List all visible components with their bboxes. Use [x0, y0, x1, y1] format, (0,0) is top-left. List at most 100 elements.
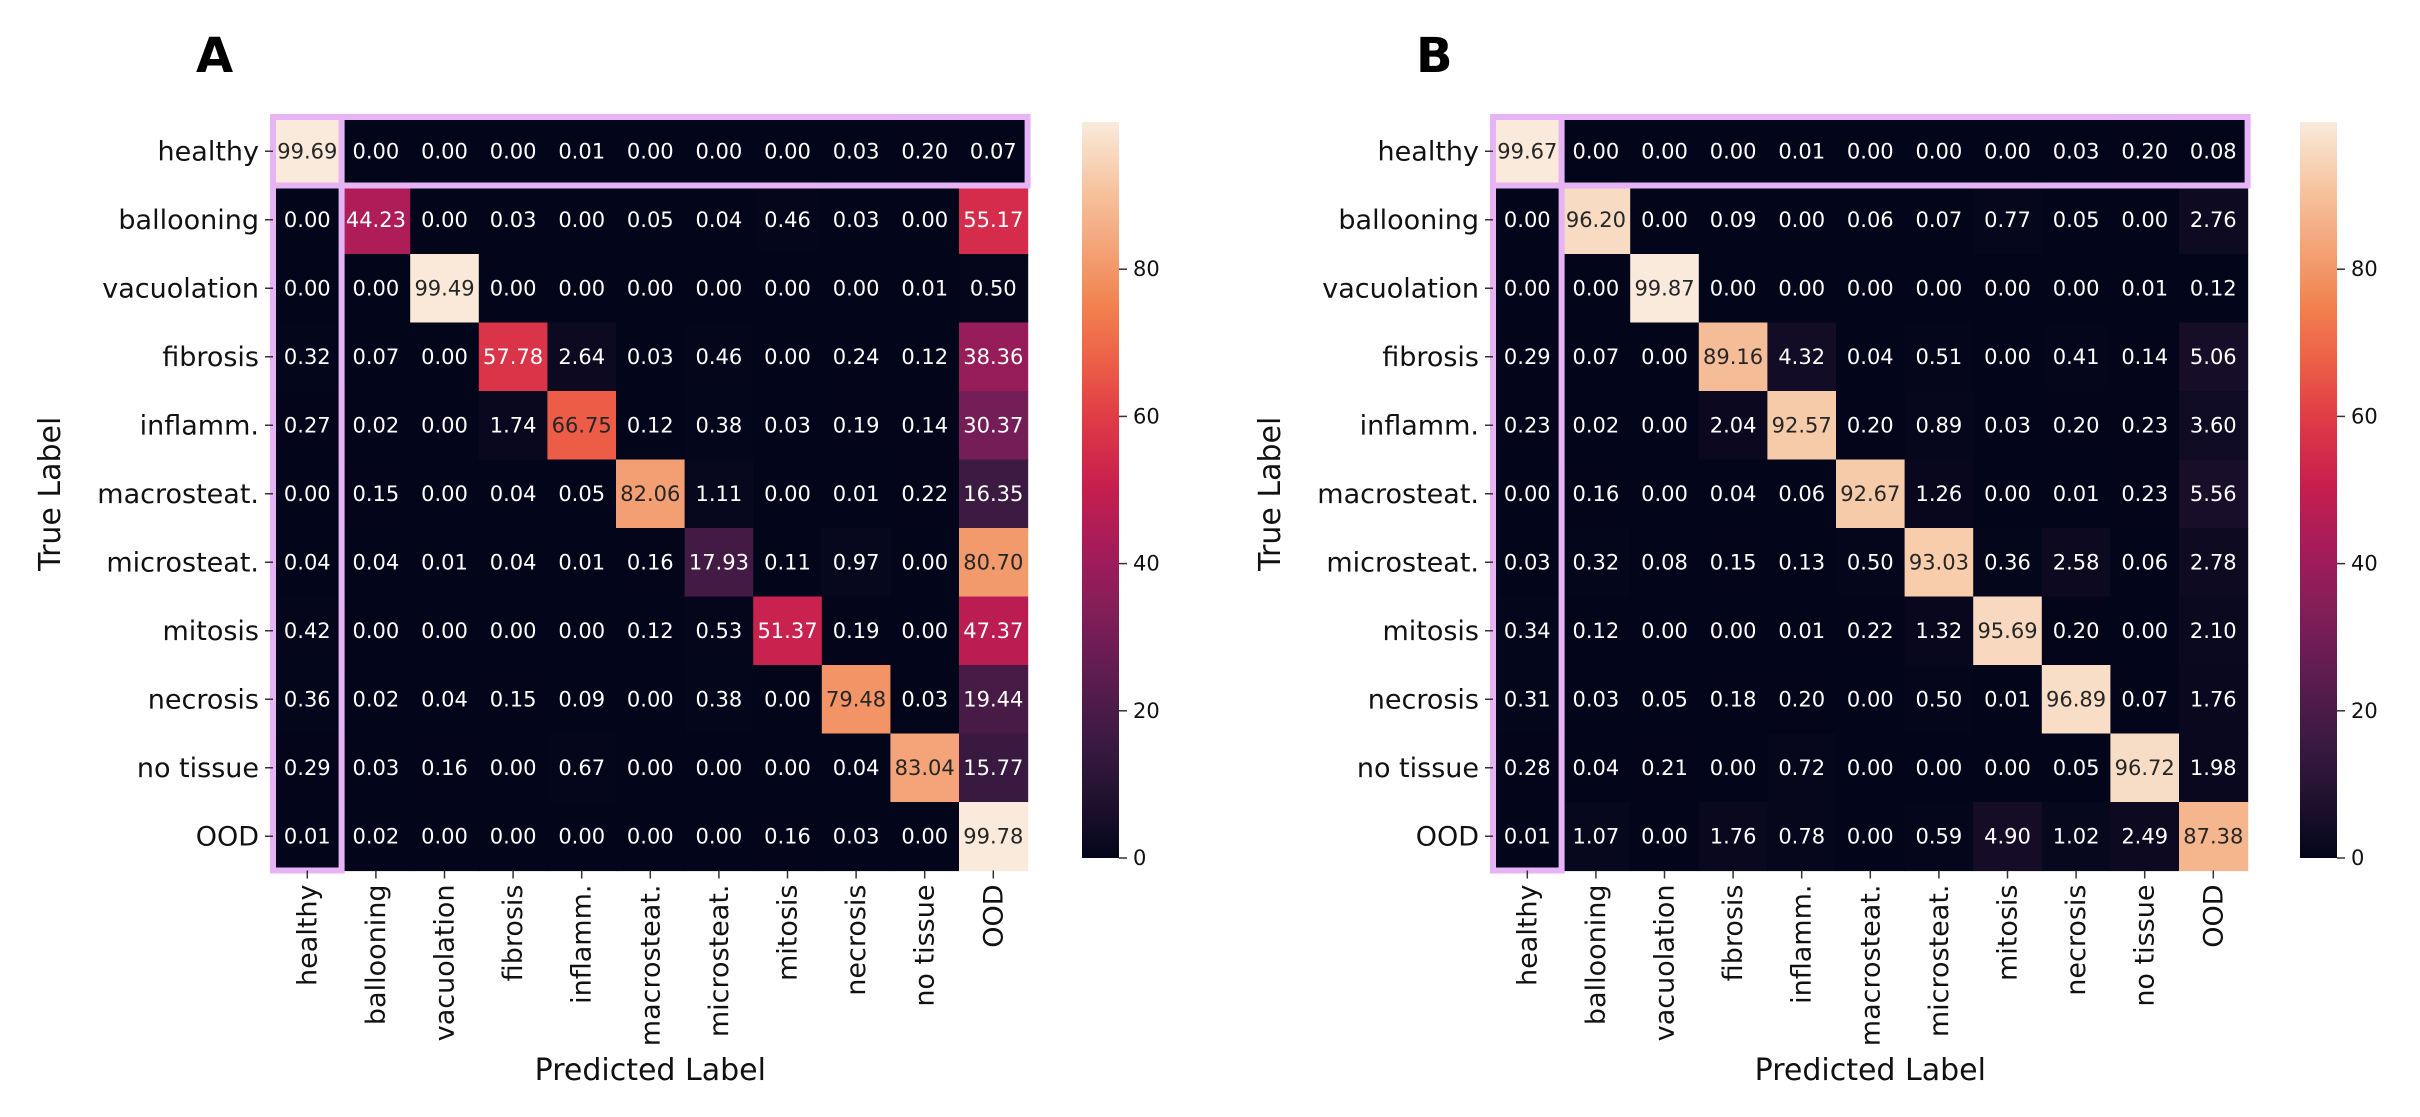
heatmap-cell — [1973, 117, 2043, 187]
cell-value: 0.22 — [1847, 619, 1894, 643]
heatmap-cell — [1630, 322, 1700, 392]
cell-value: 0.15 — [353, 482, 400, 506]
cell-value: 0.14 — [2121, 345, 2168, 369]
heatmap-cell — [410, 528, 480, 598]
heatmap-cell — [1836, 391, 1906, 461]
x-tick-label: mitosis — [773, 885, 804, 982]
panel-label: A — [196, 28, 233, 84]
cell-value: 1.32 — [1916, 619, 1963, 643]
cell-value: 0.00 — [353, 139, 400, 163]
heatmap-cell — [547, 322, 617, 392]
cell-value: 0.02 — [353, 687, 400, 711]
heatmap-cell — [2179, 254, 2249, 324]
cell-value: 0.04 — [696, 208, 743, 232]
heatmap-cell — [410, 665, 480, 735]
heatmap-cell — [684, 117, 754, 187]
heatmap-cell — [1630, 665, 1700, 735]
heatmap-cell — [616, 528, 686, 598]
cell-value: 0.00 — [627, 756, 674, 780]
heatmap-cell — [1904, 391, 1974, 461]
heatmap-cell — [1904, 528, 1974, 598]
heatmap-cell — [616, 254, 686, 324]
heatmap-cell — [1836, 596, 1906, 666]
cell-value: 0.00 — [353, 276, 400, 300]
heatmap-cell — [1904, 185, 1974, 255]
colorbar — [2300, 122, 2337, 858]
heatmap-cell — [1767, 596, 1837, 666]
heatmap-cell — [821, 185, 891, 255]
heatmap-cell — [1630, 802, 1700, 872]
heatmap-cell — [821, 802, 891, 872]
cell-value: 0.00 — [421, 824, 468, 848]
cell-value: 0.29 — [284, 756, 331, 780]
x-tick-label: microsteat. — [704, 885, 735, 1038]
heatmap-cell — [1698, 459, 1768, 529]
heatmap-cell — [410, 802, 480, 872]
cell-value: 0.00 — [558, 276, 605, 300]
cell-value: 0.23 — [2121, 413, 2168, 437]
x-tick-label: necrosis — [841, 885, 872, 996]
colorbar-tick-label: 20 — [2351, 699, 2378, 723]
heatmap-cell — [1973, 802, 2043, 872]
heatmap-cell — [2041, 254, 2111, 324]
heatmap-cell — [410, 117, 480, 187]
heatmap-cell — [684, 528, 754, 598]
x-axis-label: Predicted Label — [535, 1053, 766, 1088]
cell-value: 0.00 — [1710, 619, 1757, 643]
colorbar-tick-label: 60 — [1133, 404, 1160, 428]
heatmap-cell — [1904, 596, 1974, 666]
cell-value: 0.00 — [1641, 208, 1688, 232]
heatmap-cell — [1493, 322, 1563, 392]
panel-label: B — [1416, 28, 1453, 84]
heatmap-cell — [1698, 596, 1768, 666]
cell-value: 38.36 — [963, 345, 1023, 369]
colorbar-tick-label: 0 — [1133, 846, 1146, 870]
cell-value: 2.76 — [2190, 208, 2237, 232]
cell-value: 0.03 — [764, 413, 811, 437]
heatmap-cell — [1561, 185, 1631, 255]
cell-value: 0.72 — [1778, 756, 1825, 780]
cell-value: 0.67 — [558, 756, 605, 780]
cell-value: 0.06 — [1778, 482, 1825, 506]
heatmap-cell — [959, 254, 1029, 324]
heatmap-cell — [616, 185, 686, 255]
heatmap-cell — [616, 802, 686, 872]
cell-value: 0.00 — [764, 139, 811, 163]
x-tick-label: microsteat. — [1924, 884, 1955, 1037]
heatmap-cell — [1561, 254, 1631, 324]
cell-value: 5.56 — [2190, 482, 2237, 506]
cell-value: 0.00 — [1710, 139, 1757, 163]
heatmap-cell — [547, 733, 617, 803]
heatmap-cell — [478, 254, 548, 324]
heatmap-cell — [273, 185, 343, 255]
colorbar-tick-label: 20 — [1133, 699, 1160, 723]
cell-value: 0.00 — [1984, 482, 2031, 506]
heatmap-cell — [616, 665, 686, 735]
cell-value: 0.00 — [490, 139, 537, 163]
y-tick-label: ballooning — [1338, 205, 1479, 236]
x-tick-label: healthy — [1512, 884, 1543, 985]
y-tick-label: vacuolation — [1322, 273, 1479, 304]
cell-value: 0.24 — [833, 345, 880, 369]
cell-value: 0.20 — [2053, 619, 2100, 643]
cell-value: 57.78 — [483, 345, 543, 369]
cell-value: 0.00 — [1847, 824, 1894, 848]
x-tick-label: macrosteat. — [1855, 885, 1886, 1047]
cell-value: 1.02 — [2053, 824, 2100, 848]
cell-value: 0.03 — [901, 687, 948, 711]
heatmap-cell — [1973, 254, 2043, 324]
heatmap-cell — [890, 391, 960, 461]
cell-value: 0.00 — [764, 687, 811, 711]
heatmap-cell — [2041, 596, 2111, 666]
cell-value: 0.00 — [1916, 756, 1963, 780]
heatmap-cell — [1698, 185, 1768, 255]
cell-value: 1.26 — [1916, 482, 1963, 506]
x-tick-label: no tissue — [2130, 885, 2161, 1007]
heatmap-cell — [959, 528, 1029, 598]
cell-value: 0.20 — [2053, 413, 2100, 437]
heatmap-cell — [753, 185, 823, 255]
cell-value: 0.00 — [284, 276, 331, 300]
cell-value: 79.48 — [826, 687, 886, 711]
colorbar — [1082, 122, 1119, 858]
cell-value: 0.00 — [2121, 619, 2168, 643]
